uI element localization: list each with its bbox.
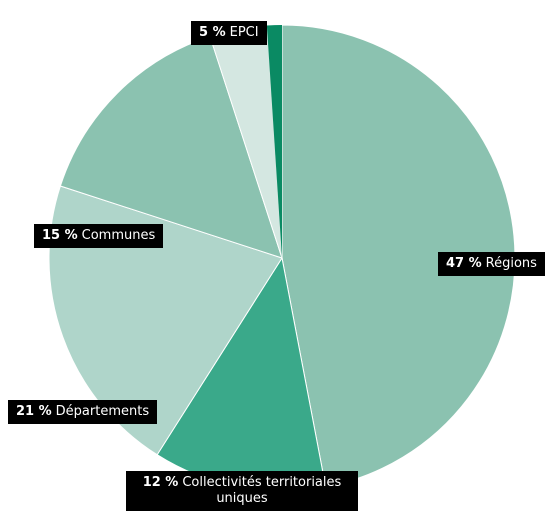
pie-slice-communes — [59, 35, 283, 259]
label-epci: 5 % EPCI — [191, 21, 267, 45]
pie-slice-small-wedge — [266, 24, 282, 258]
pie-slice-d-partements — [48, 185, 283, 456]
label-regions: 47 % Régions — [438, 252, 545, 276]
label-departements: 21 % Départements — [8, 400, 158, 424]
label-communes: 15 % Communes — [34, 224, 164, 248]
pie-slice-r-gions — [281, 24, 516, 488]
label-collectivites-territoriales-uniques: 12 % Collectivités territoriales uniques — [126, 471, 358, 511]
